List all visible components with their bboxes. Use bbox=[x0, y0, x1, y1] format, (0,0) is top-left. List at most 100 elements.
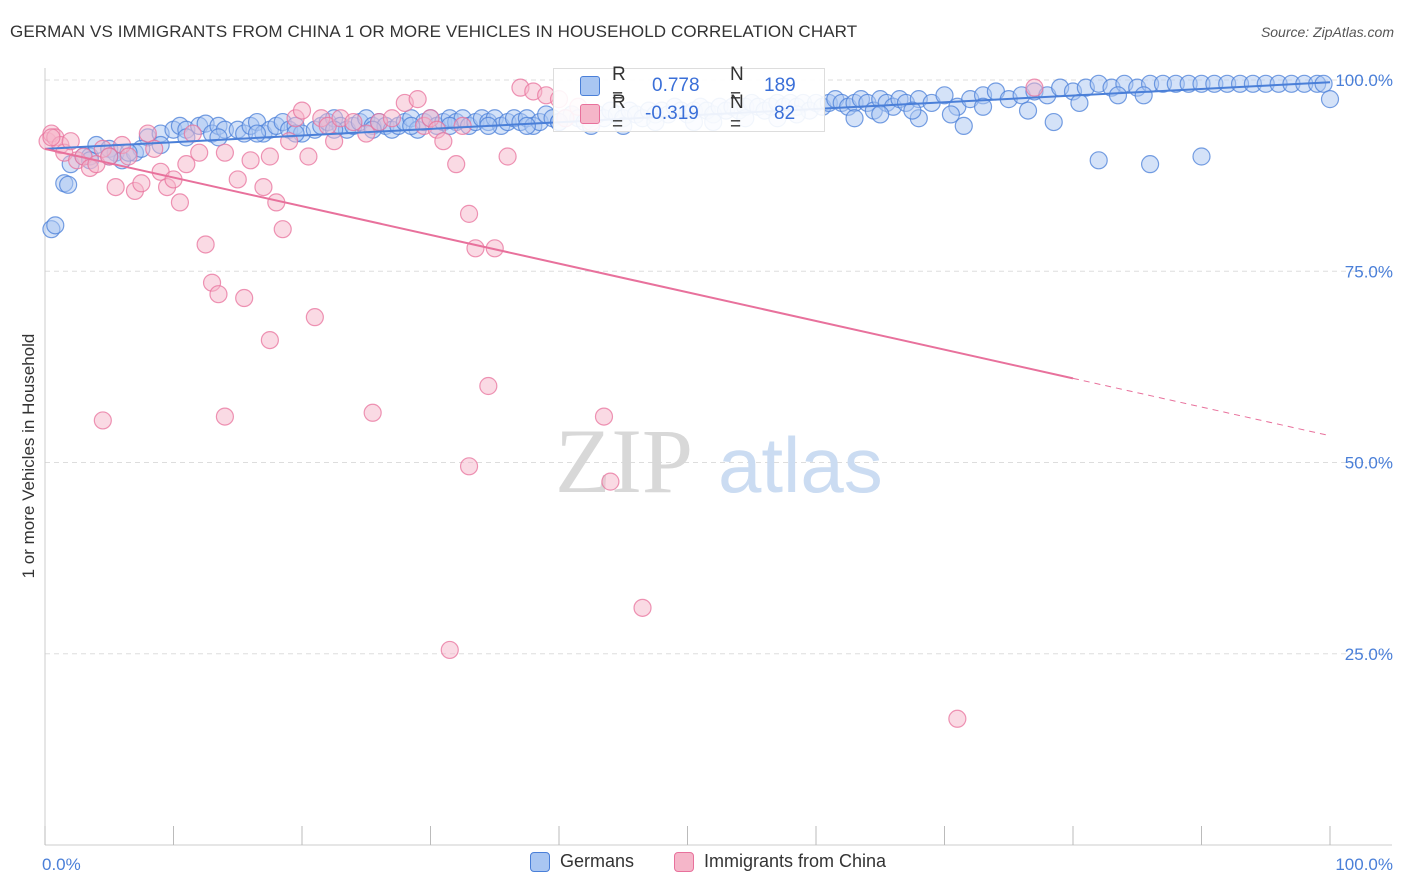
data-point-germans-3 bbox=[59, 175, 78, 194]
watermark-zip: ZIP bbox=[555, 410, 693, 512]
data-point-china-23 bbox=[177, 155, 196, 174]
data-point-china-14 bbox=[119, 147, 138, 166]
stats-n-china: 82 bbox=[774, 103, 796, 124]
data-point-germans-168 bbox=[1108, 86, 1128, 105]
legend-item-germans[interactable]: Germans bbox=[530, 851, 634, 872]
data-point-china-74 bbox=[440, 640, 459, 660]
data-point-china-22 bbox=[170, 193, 190, 212]
data-point-germans-160 bbox=[845, 109, 864, 128]
data-point-china-75 bbox=[363, 403, 382, 422]
data-point-china-16 bbox=[132, 174, 151, 193]
data-point-china-11 bbox=[100, 147, 119, 166]
legend-label-germans: Germans bbox=[560, 851, 635, 871]
data-point-germans-161 bbox=[871, 105, 890, 124]
data-point-germans-174 bbox=[903, 101, 922, 120]
data-point-china-76 bbox=[215, 407, 234, 426]
legend-item-china[interactable]: Immigrants from China bbox=[674, 851, 886, 872]
data-point-china-49 bbox=[382, 109, 402, 128]
data-point-china-33 bbox=[254, 178, 273, 197]
data-point-china-59 bbox=[466, 239, 485, 258]
data-point-germans-173 bbox=[973, 97, 993, 116]
data-point-germans-167 bbox=[1070, 93, 1089, 113]
data-point-china-62 bbox=[498, 147, 517, 166]
stats-r-china: -0.319 bbox=[645, 103, 699, 124]
y-tick-label-0: 100.0% bbox=[1335, 71, 1393, 90]
data-point-china-55 bbox=[434, 132, 453, 151]
source-credit: Source: ZipAtlas.com bbox=[1260, 24, 1394, 40]
data-point-china-51 bbox=[408, 90, 427, 109]
legend: Germans Immigrants from China bbox=[0, 851, 1406, 877]
axes bbox=[44, 68, 1392, 846]
watermark-atlas: atlas bbox=[718, 421, 883, 509]
data-point-china-26 bbox=[196, 235, 215, 254]
data-point-germans-159 bbox=[1320, 90, 1340, 109]
x-tick-label-0: 0.0% bbox=[42, 855, 81, 874]
data-point-china-12 bbox=[106, 178, 125, 197]
data-point-china-71 bbox=[601, 472, 620, 491]
legend-swatch-germans bbox=[530, 851, 550, 872]
data-point-germans-170 bbox=[1089, 151, 1108, 170]
stats-box: R = 0.778 N = 189 R = -0.319 N = 82 bbox=[553, 64, 825, 135]
data-point-china-60 bbox=[479, 376, 498, 396]
tick-labels: 100.0% 75.0% 50.0% 25.0% 0.0% 100.0% bbox=[42, 71, 1393, 874]
data-point-germans-165 bbox=[1018, 101, 1038, 120]
data-point-china-40 bbox=[299, 147, 318, 166]
data-point-china-41 bbox=[305, 308, 324, 327]
data-point-china-36 bbox=[273, 220, 292, 239]
data-point-china-29 bbox=[215, 143, 234, 162]
data-point-china-17 bbox=[138, 124, 157, 143]
stats-r-germans: 0.778 bbox=[652, 75, 700, 96]
stats-r-label: R = bbox=[612, 92, 626, 135]
stats-r-label: R = bbox=[612, 64, 626, 107]
data-point-china-31 bbox=[235, 288, 254, 308]
stats-n-label: N = bbox=[730, 64, 744, 107]
data-point-china-81 bbox=[42, 128, 61, 147]
data-point-china-58 bbox=[459, 204, 479, 223]
data-point-china-32 bbox=[241, 151, 260, 170]
stats-swatch-china bbox=[580, 104, 600, 124]
data-point-china-30 bbox=[228, 170, 247, 189]
data-point-germans-191 bbox=[247, 124, 267, 143]
watermark: ZIP atlas bbox=[555, 410, 883, 512]
data-point-germans-128 bbox=[935, 86, 954, 105]
data-point-germans-166 bbox=[1044, 112, 1063, 132]
data-point-china-57 bbox=[453, 116, 472, 136]
data-point-china-78 bbox=[260, 331, 279, 350]
data-point-china-77 bbox=[93, 411, 112, 430]
legend-swatch-china bbox=[674, 851, 694, 872]
series-china bbox=[38, 78, 1044, 728]
trendline-extension-china bbox=[1072, 377, 1331, 437]
data-point-china-70 bbox=[594, 407, 614, 426]
x-tick-label-1: 100.0% bbox=[1335, 855, 1393, 874]
chart-title: GERMAN VS IMMIGRANTS FROM CHINA 1 OR MOR… bbox=[10, 22, 858, 41]
data-point-china-79 bbox=[948, 709, 967, 728]
stats-n-germans: 189 bbox=[764, 75, 796, 96]
trendline-china bbox=[44, 147, 1074, 380]
legend-label-china: Immigrants from China bbox=[704, 851, 887, 871]
y-tick-label-1: 75.0% bbox=[1345, 262, 1393, 281]
data-point-china-5 bbox=[61, 132, 80, 151]
stats-n-label: N = bbox=[730, 92, 744, 135]
data-point-china-72 bbox=[633, 598, 652, 617]
data-point-china-56 bbox=[447, 155, 466, 174]
data-point-germans-164 bbox=[954, 116, 973, 136]
data-point-china-25 bbox=[190, 143, 209, 162]
data-point-china-28 bbox=[209, 285, 228, 304]
stats-swatch-germans bbox=[580, 76, 600, 96]
data-point-germans-172 bbox=[1192, 147, 1211, 166]
data-point-germans-184 bbox=[517, 116, 536, 136]
data-point-china-39 bbox=[292, 101, 312, 120]
data-point-germans-1 bbox=[46, 216, 65, 235]
data-point-germans-163 bbox=[941, 105, 961, 124]
y-tick-label-3: 25.0% bbox=[1345, 645, 1393, 664]
data-point-germans-169 bbox=[1134, 86, 1153, 105]
data-point-germans-192 bbox=[209, 128, 228, 147]
y-axis-label: 1 or more Vehicles in Household bbox=[19, 334, 38, 579]
data-point-china-73 bbox=[459, 457, 479, 476]
data-point-germans-171 bbox=[1140, 155, 1160, 174]
data-point-china-18 bbox=[145, 139, 164, 158]
data-point-china-80 bbox=[1025, 78, 1044, 97]
data-point-china-24 bbox=[183, 124, 202, 143]
data-point-china-34 bbox=[260, 147, 279, 166]
